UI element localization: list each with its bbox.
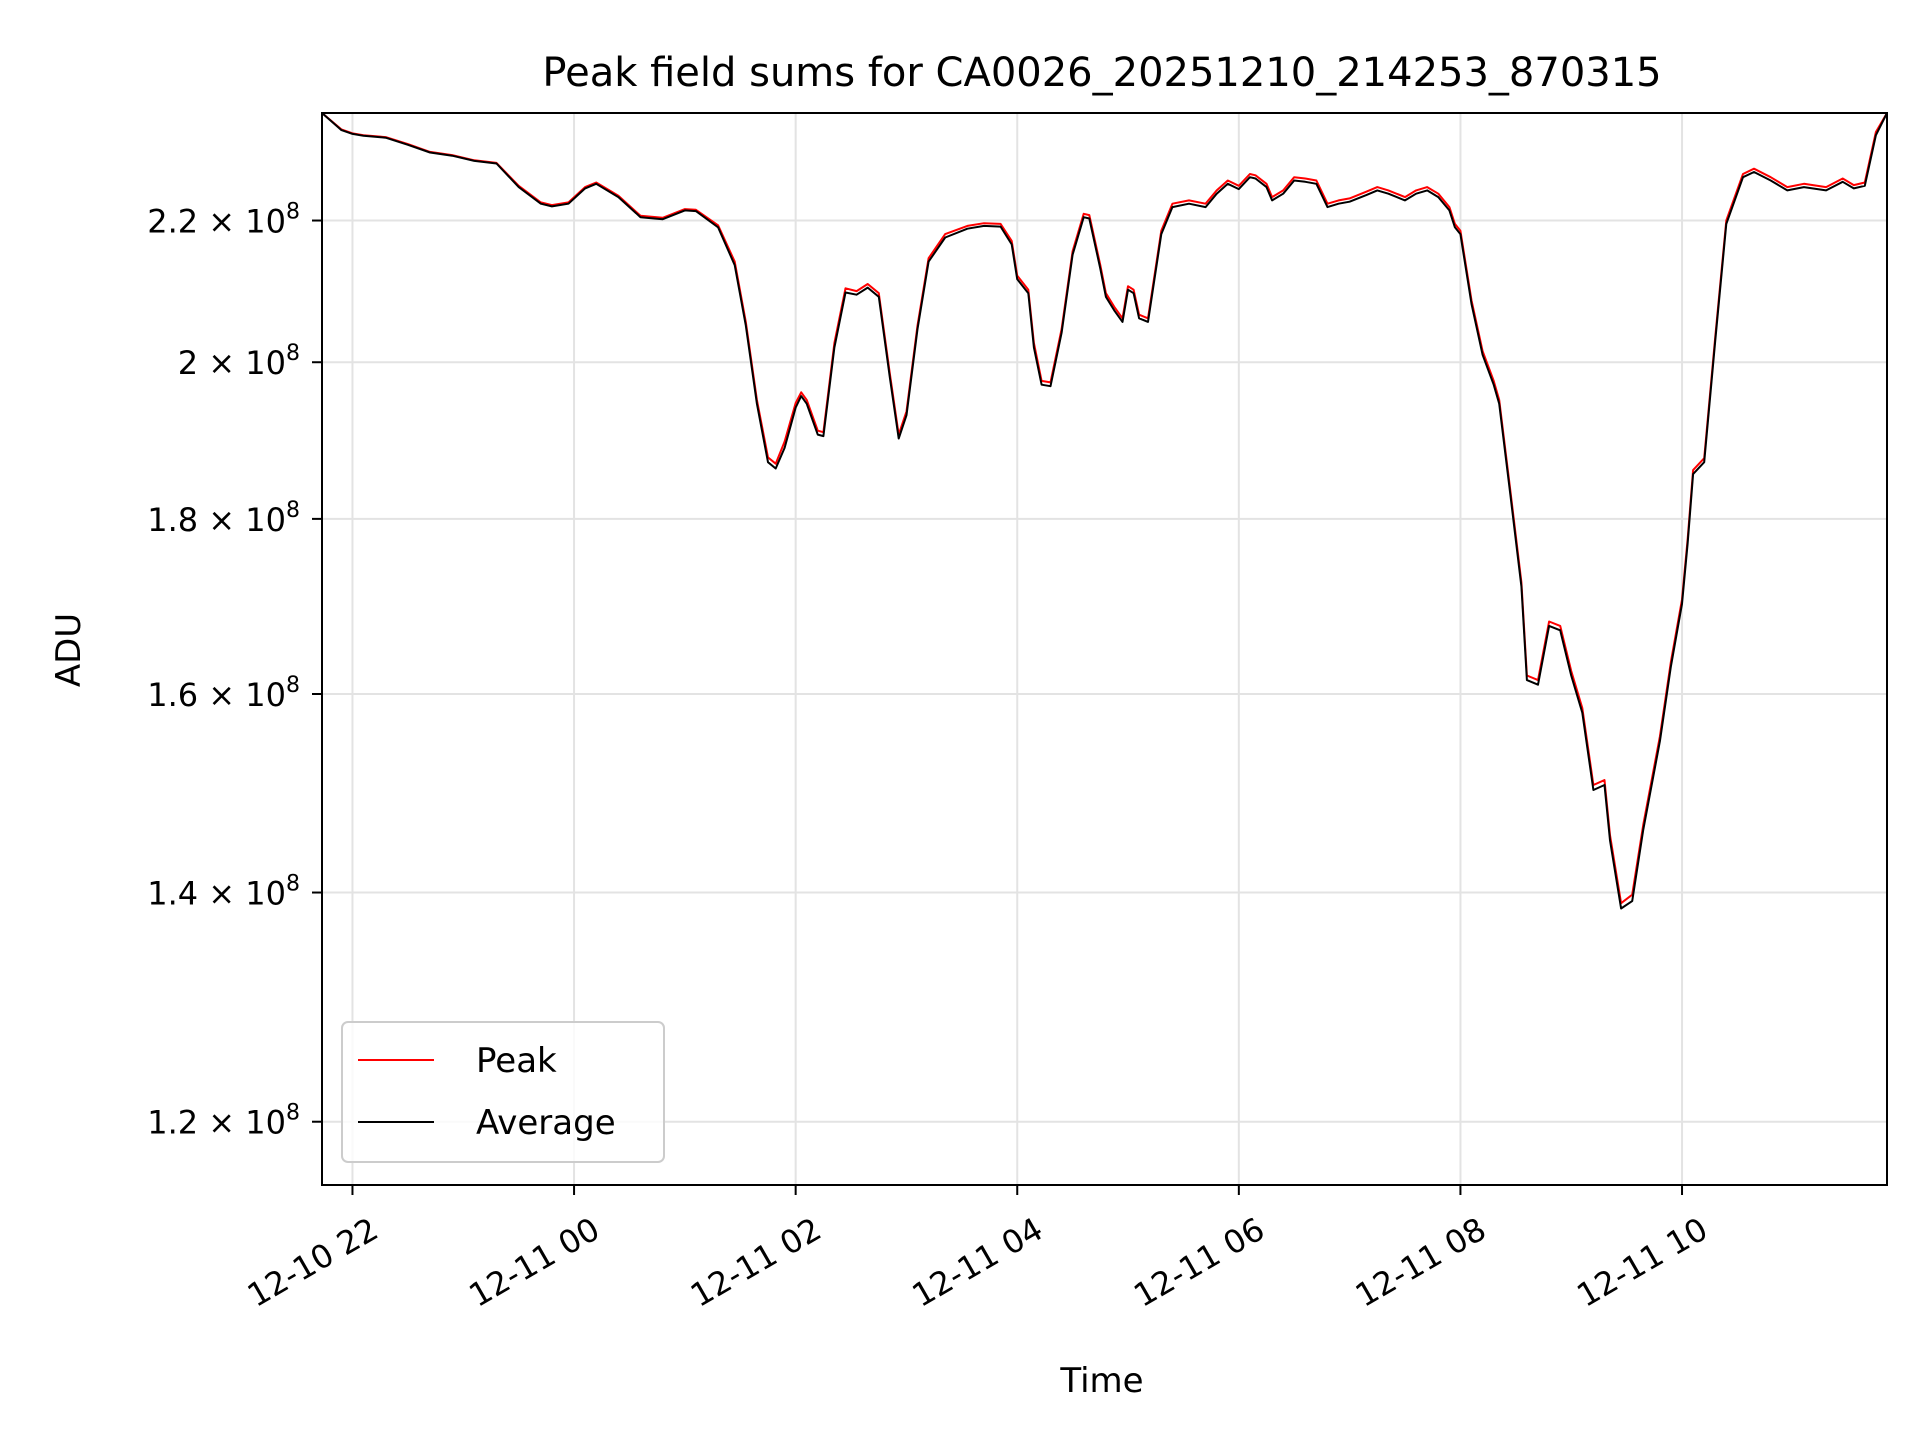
y-tick-label: 1.8 × 108 [147, 498, 300, 539]
y-axis-label: ADU [49, 613, 89, 687]
x-axis-label: Time [1059, 1361, 1143, 1401]
legend-label-average: Average [476, 1103, 616, 1143]
series-line-average [322, 113, 1887, 910]
plot-frame [321, 112, 1888, 1186]
y-tick-label: 1.2 × 108 [147, 1101, 300, 1142]
y-tick-label: 1.4 × 108 [147, 872, 300, 913]
legend-box [341, 1021, 665, 1163]
y-tick-label: 2.2 × 108 [147, 200, 300, 241]
y-tick-label: 2 × 108 [178, 341, 300, 382]
legend: Peak Average [341, 1021, 665, 1163]
chart-title: Peak field sums for CA0026_20251210_2142… [542, 50, 1661, 96]
y-axis: 1.2 × 108 1.4 × 108 1.6 × 108 1.8 × 108 2 × … [147, 200, 322, 1142]
plot-area [322, 113, 1887, 910]
legend-label-peak: Peak [476, 1041, 557, 1081]
y-tick-label: 1.6 × 108 [147, 673, 300, 714]
